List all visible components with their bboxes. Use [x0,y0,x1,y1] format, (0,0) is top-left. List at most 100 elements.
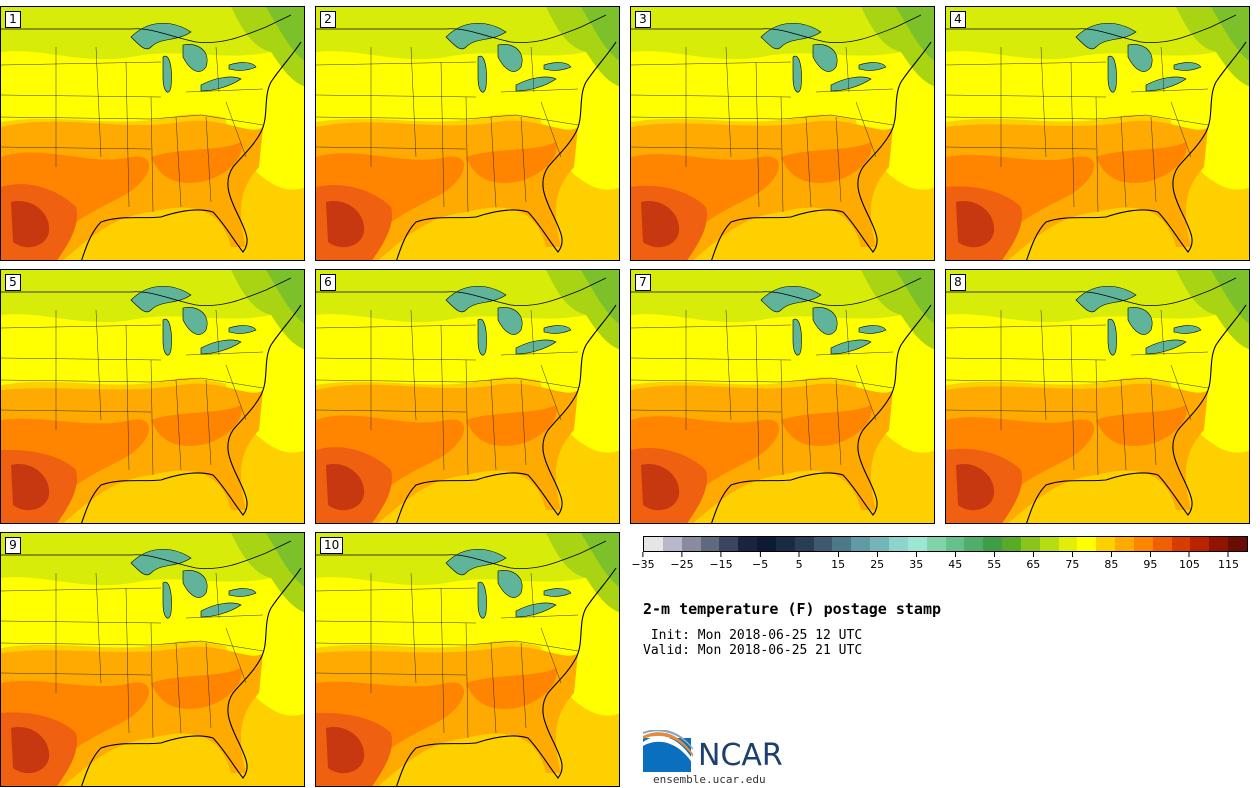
stamp-panel-5[interactable]: 5 [0,269,305,524]
stamp-panel-7[interactable]: 7 [630,269,935,524]
southeast-hot-zone [1096,405,1187,446]
canada-border [316,540,607,570]
state-boundary [1130,88,1209,93]
state-boundary [530,572,535,619]
new-england [581,7,619,61]
state-boundary [631,94,792,98]
lake-ontario [1173,62,1202,71]
new-england [266,7,304,61]
canada-border [946,277,1237,307]
new-england [896,270,934,324]
colorbar-tick-label: −35 [631,552,655,571]
stamp-panel-2[interactable]: 2 [315,6,620,261]
southeast-hot-zone [781,405,872,446]
stamp-panel-1[interactable]: 1 [0,6,305,261]
state-boundary [631,324,792,329]
state-boundary [1,587,162,592]
state-boundary [540,101,562,158]
state-boundary [316,146,467,150]
state-boundary [1160,46,1165,93]
state-boundary [185,351,264,356]
new-england [266,533,304,587]
state-boundary [1070,324,1075,471]
temperature-map [631,270,934,523]
state-boundary [1160,309,1165,356]
panel-label: 10 [320,537,344,554]
colorbar-swatch [1209,537,1229,551]
colorbar-swatch [832,537,852,551]
state-boundary [185,614,264,619]
stamp-panel-3[interactable]: 3 [630,6,935,261]
state-boundary [815,351,894,356]
state-boundary [175,642,182,734]
colorbar-swatch [1058,537,1078,551]
colorbar-swatch [794,537,814,551]
coastline [81,304,302,523]
state-boundary [1095,96,1099,213]
state-boundary [316,357,477,361]
southeast-hot-zone [151,405,242,446]
state-boundary [1070,61,1075,208]
coastline [396,304,617,523]
lake-huron [812,307,838,335]
stamp-panel-4[interactable]: 4 [945,6,1250,261]
state-boundary [631,409,782,413]
southeast-hot-zone [781,142,872,183]
panel-label: 5 [5,274,21,291]
colorbar-tick-label: 55 [987,552,1001,571]
lake-ontario [543,62,572,71]
temperature-map [1,270,304,523]
colorbar-tick-label: 105 [1179,552,1200,571]
colorbar-swatch [964,537,984,551]
lake-erie [1145,76,1187,92]
state-boundary [215,46,220,93]
stamp-panel-6[interactable]: 6 [315,269,620,524]
colorbar-swatch [1002,537,1021,551]
ncar-swoosh-icon [643,730,693,772]
lake-ontario [1173,325,1202,334]
state-boundary [1,61,162,66]
state-boundary [1150,379,1157,466]
website-url[interactable]: ensemble.ucar.edu [653,773,766,786]
stamp-panel-10[interactable]: 10 [315,532,620,787]
colorbar-tick-label: 115 [1218,552,1239,571]
lake-erie [830,76,872,92]
new-england [266,270,304,324]
temperature-map [316,533,619,786]
coastline [1026,304,1247,523]
state-boundary [946,324,1107,329]
state-boundary [316,94,477,98]
lake-ontario [228,62,257,71]
state-boundary [205,116,212,203]
lake-michigan [162,581,172,619]
temperature-colorbar [643,536,1248,552]
state-boundary [125,324,130,471]
lake-michigan [792,55,802,93]
central-land [316,572,586,650]
panel-label: 4 [950,11,966,28]
texas-max [326,464,365,511]
state-boundary [150,359,154,476]
colorbar-swatch [757,537,776,551]
state-boundary [725,46,732,158]
init-time: Init: Mon 2018-06-25 12 UTC [643,628,863,643]
lake-huron [497,307,523,335]
colorbar-swatch [1039,537,1059,551]
colorbar-swatch [1077,537,1097,551]
state-boundary [95,309,102,421]
state-boundary [490,116,497,208]
coastline [1026,41,1247,260]
state-boundary [631,146,782,150]
ncar-wordmark: NCAR [698,738,783,773]
state-boundary [755,324,760,471]
stamp-panel-9[interactable]: 9 [0,532,305,787]
state-boundary [530,46,535,93]
state-boundary [316,61,477,66]
temperature-map [1,7,304,260]
panel-label: 1 [5,11,21,28]
state-boundary [631,61,792,66]
stamp-panel-8[interactable]: 8 [945,269,1250,524]
lake-huron [1127,44,1153,72]
temperature-map [631,7,934,260]
state-boundary [946,146,1097,150]
